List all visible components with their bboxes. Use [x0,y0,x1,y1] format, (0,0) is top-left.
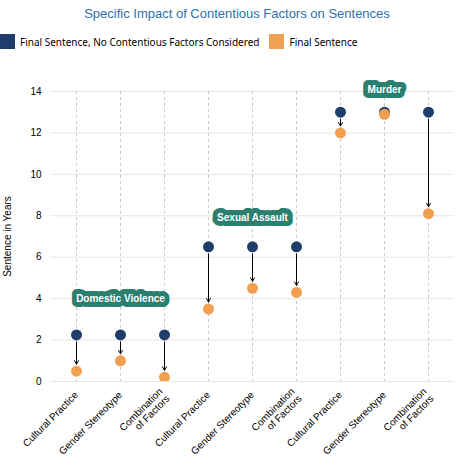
svg-text:4: 4 [36,293,42,304]
svg-text:Sentence in Years: Sentence in Years [2,196,13,277]
svg-text:0: 0 [36,376,42,387]
svg-text:Combinationof Factors: Combinationof Factors [381,386,436,441]
svg-text:2: 2 [36,334,42,345]
svg-text:Sexual Assault: Sexual Assault [217,212,288,223]
svg-text:Gender Stereotype: Gender Stereotype [189,389,257,457]
svg-text:Gender Stereotype: Gender Stereotype [57,389,125,457]
svg-text:Domestic Violence: Domestic Violence [76,293,165,304]
svg-text:12: 12 [30,127,42,138]
svg-text:Gender Stereotype: Gender Stereotype [321,389,389,457]
svg-text:6: 6 [36,251,42,262]
svg-text:14: 14 [30,86,42,97]
svg-text:8: 8 [36,210,42,221]
svg-text:10: 10 [30,169,42,180]
svg-text:Murder: Murder [368,84,402,95]
